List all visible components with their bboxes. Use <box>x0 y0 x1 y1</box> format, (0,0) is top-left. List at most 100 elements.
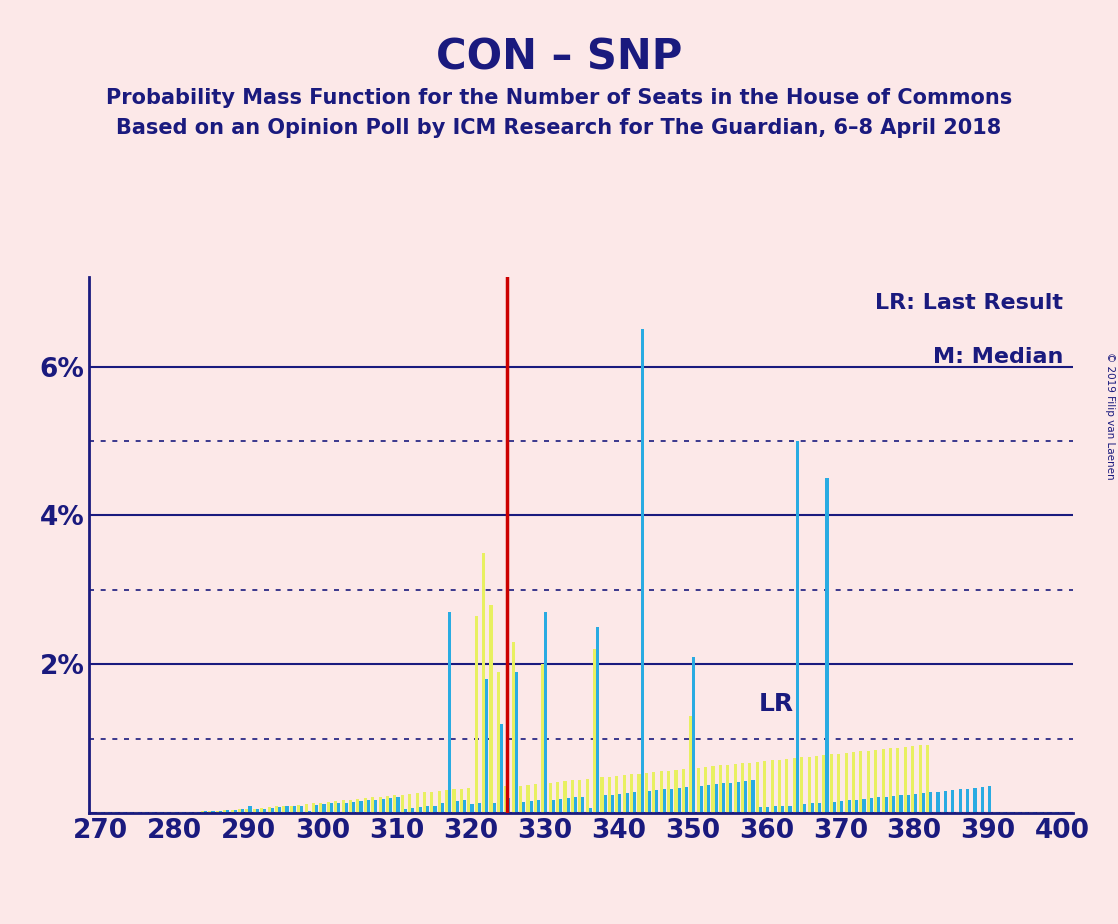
Bar <box>674 770 678 813</box>
Bar <box>944 791 947 813</box>
Bar <box>764 761 766 813</box>
Bar <box>344 803 348 813</box>
Bar <box>411 808 415 813</box>
Bar <box>496 672 500 813</box>
Bar <box>915 794 918 813</box>
Bar <box>807 757 811 813</box>
Bar <box>823 755 825 813</box>
Bar <box>453 789 456 813</box>
Bar <box>926 745 929 813</box>
Bar <box>811 804 814 813</box>
Bar <box>241 809 244 813</box>
Bar <box>604 796 607 813</box>
Bar <box>386 796 389 813</box>
Bar <box>830 754 833 813</box>
Bar <box>921 793 925 813</box>
Bar <box>238 809 241 813</box>
Bar <box>589 808 591 813</box>
Bar <box>641 329 644 813</box>
Bar <box>874 750 878 813</box>
Bar <box>418 808 421 813</box>
Bar <box>833 802 836 813</box>
Bar <box>803 804 806 813</box>
Bar <box>448 612 452 813</box>
Bar <box>326 802 330 813</box>
Bar <box>733 764 737 813</box>
Bar <box>456 801 458 813</box>
Bar <box>788 806 792 813</box>
Bar <box>307 811 311 813</box>
Bar <box>748 762 751 813</box>
Bar <box>626 793 628 813</box>
Bar <box>793 758 796 813</box>
Bar <box>471 804 474 813</box>
Text: © 2019 Filip van Laenen: © 2019 Filip van Laenen <box>1105 352 1115 480</box>
Bar <box>958 789 961 813</box>
Bar <box>951 790 955 813</box>
Bar <box>745 781 747 813</box>
Bar <box>837 754 841 813</box>
Bar <box>623 775 626 813</box>
Bar <box>563 781 567 813</box>
Bar <box>445 790 448 813</box>
Bar <box>381 799 385 813</box>
Bar <box>729 783 732 813</box>
Text: LR: LR <box>759 692 794 716</box>
Bar <box>224 810 226 813</box>
Text: CON – SNP: CON – SNP <box>436 37 682 79</box>
Text: LR: Last Result: LR: Last Result <box>875 293 1063 313</box>
Bar <box>759 808 762 813</box>
Bar <box>919 746 921 813</box>
Bar <box>855 800 859 813</box>
Bar <box>477 804 481 813</box>
Bar <box>692 657 695 813</box>
Bar <box>727 765 729 813</box>
Bar <box>596 627 599 813</box>
Bar <box>367 800 370 813</box>
Bar <box>778 760 781 813</box>
Bar <box>504 786 508 813</box>
Bar <box>297 805 301 813</box>
Bar <box>903 747 907 813</box>
Bar <box>527 784 530 813</box>
Bar <box>637 773 641 813</box>
Bar <box>371 797 375 813</box>
Bar <box>751 781 755 813</box>
Bar <box>660 772 663 813</box>
Bar <box>663 789 666 813</box>
Bar <box>522 802 525 813</box>
Bar <box>179 811 182 813</box>
Bar <box>330 804 333 813</box>
Bar <box>796 441 799 813</box>
Bar <box>193 811 197 813</box>
Bar <box>349 800 352 813</box>
Bar <box>434 806 436 813</box>
Bar <box>475 616 477 813</box>
Bar <box>400 795 404 813</box>
Bar <box>267 808 271 813</box>
Bar <box>253 808 256 813</box>
Bar <box>164 811 167 813</box>
Bar <box>574 797 577 813</box>
Bar <box>248 806 252 813</box>
Bar <box>187 811 189 813</box>
Bar <box>578 780 581 813</box>
Bar <box>357 799 360 813</box>
Bar <box>711 766 714 813</box>
Bar <box>278 808 282 813</box>
Bar <box>645 772 648 813</box>
Bar <box>600 777 604 813</box>
Bar <box>593 650 596 813</box>
Bar <box>301 806 303 813</box>
Bar <box>781 806 784 813</box>
Text: Based on an Opinion Poll by ICM Research for The Guardian, 6–8 April 2018: Based on an Opinion Poll by ICM Research… <box>116 118 1002 139</box>
Bar <box>404 809 407 813</box>
Bar <box>847 800 851 813</box>
Bar <box>338 803 340 813</box>
Bar <box>774 807 777 813</box>
Bar <box>304 804 307 813</box>
Bar <box>512 642 514 813</box>
Bar <box>841 801 843 813</box>
Bar <box>966 788 969 813</box>
Bar <box>208 811 211 813</box>
